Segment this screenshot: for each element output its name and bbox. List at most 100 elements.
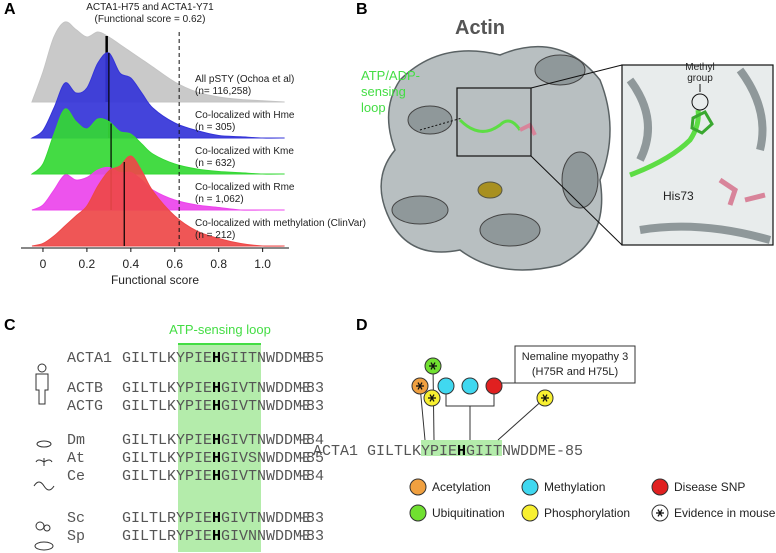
sequence-end: -84 <box>297 468 324 485</box>
inset <box>621 64 774 246</box>
series-name: Co-localized with Hme <box>195 110 295 121</box>
series-count: (n= 116,258) <box>195 86 251 97</box>
sequence-end: -85 <box>556 443 583 460</box>
stem <box>497 397 546 441</box>
residues: H <box>212 450 221 467</box>
ptm-sequence: ACTA1 GILTLKYPIEHGIITNWDDME -85 <box>313 443 583 460</box>
note-box <box>514 345 636 384</box>
sequence: GILTLKYPIEHGIITNWDDME <box>367 443 556 460</box>
sequence-name: Sc <box>67 510 85 527</box>
site <box>437 377 455 395</box>
yeast-icon <box>35 521 45 531</box>
legend-swatch <box>521 504 539 522</box>
residues: H <box>212 510 221 527</box>
disease-note: (H75R and H75L) <box>532 366 618 378</box>
sequence: GILTLRYPIEHGIVTNWDDME <box>122 510 311 527</box>
legend-swatch <box>651 478 669 496</box>
helix <box>407 105 453 135</box>
mouse-star <box>430 362 436 370</box>
residues: GILTLKYPIE <box>122 450 212 467</box>
x-tick-label: 1.0 <box>254 257 271 271</box>
series-count: (n = 632) <box>195 158 235 169</box>
sequence: GILTLKYPIEHGIVTNWDDME <box>122 380 311 397</box>
zoom-line <box>530 64 623 89</box>
legend-label: Methylation <box>544 480 605 494</box>
human-icon <box>37 363 47 373</box>
sequence-end: -83 <box>297 510 324 527</box>
zoom-line <box>530 155 623 246</box>
legend-label: Ubiquitination <box>432 506 505 520</box>
human-icon <box>35 373 49 405</box>
sequence-name: ACTB <box>67 380 103 397</box>
sequence: GILTLKYPIEHGIITNWDDME <box>122 350 311 367</box>
residues: GIVTNWDDME <box>221 468 311 485</box>
series-name: Co-localized with Rme <box>195 182 295 193</box>
x-axis-label: Functional score <box>111 273 199 287</box>
annotation: ACTA1-H75 and ACTA1-Y71 <box>86 2 214 13</box>
series-count: (n = 1,062) <box>195 194 244 205</box>
ridge <box>31 155 285 247</box>
nucleotide <box>519 122 537 136</box>
residues: GILTLKYPIE <box>367 443 457 460</box>
inset-loop <box>629 109 701 178</box>
series-name: Co-localized with Kme <box>195 146 294 157</box>
panel-label: D <box>356 317 368 334</box>
residue-label: His73 <box>663 189 694 203</box>
residues: GILTLKYPIE <box>122 398 212 415</box>
loop-label: ATP/ADP- <box>361 68 420 83</box>
mouse-star <box>541 394 549 402</box>
sequence: GILTLKYPIEHGIVTNWDDME <box>122 432 311 449</box>
helix <box>561 151 599 209</box>
residues: GILTLRYPIE <box>122 528 212 545</box>
yeast-icon <box>43 524 51 532</box>
mouse-star <box>429 362 437 370</box>
inset-ribbon <box>626 67 772 244</box>
residues: GIVTNWDDME <box>221 510 311 527</box>
residues: GILTLKYPIE <box>122 468 212 485</box>
mouse-star <box>657 509 663 517</box>
residues: GIVTNWDDME <box>221 432 311 449</box>
residues: GIVTNWDDME <box>221 380 311 397</box>
series-count: (n = 305) <box>195 122 235 133</box>
panel-label: C <box>4 317 16 334</box>
legend-label: Evidence in mouse <box>674 506 776 520</box>
sequence-name: Dm <box>67 432 85 449</box>
sequence: GILTLKYPIEHGIVTNWDDME <box>122 398 311 415</box>
residues: GIVNNWDDME <box>221 528 311 545</box>
residues: GIITNWDDME <box>221 350 311 367</box>
sequence-end: -83 <box>297 380 324 397</box>
site <box>485 377 503 395</box>
sequence-name: Ce <box>67 468 85 485</box>
residues: H <box>212 468 221 485</box>
disease-note: Nemaline myopathy 3 <box>522 351 628 363</box>
ligand <box>477 181 503 199</box>
residues: GIVTNWDDME <box>221 398 311 415</box>
legend-swatch <box>521 478 539 496</box>
residues: H <box>212 398 221 415</box>
legend-label: Disease SNP <box>674 480 745 494</box>
annotation: (Functional score = 0.62) <box>95 14 206 25</box>
residues: GILTLKYPIE <box>122 380 212 397</box>
sequence-end: -83 <box>297 528 324 545</box>
sequence-end: -85 <box>297 450 324 467</box>
x-tick-label: 0.8 <box>210 257 227 271</box>
methyl-label: Methyl <box>685 62 714 73</box>
residues: H <box>212 528 221 545</box>
sequence-name: ACTG <box>67 398 103 415</box>
helix <box>391 195 449 225</box>
ridge <box>30 52 285 139</box>
legend-label: Acetylation <box>432 480 491 494</box>
residues: GILTLKYPIE <box>122 432 212 449</box>
mouse-star <box>428 394 436 402</box>
mouse-star <box>417 382 423 390</box>
legend-swatch <box>409 504 427 522</box>
panel-label: A <box>4 1 16 18</box>
mouse-star <box>542 394 548 402</box>
protein-structure <box>380 45 774 271</box>
imidazole <box>690 110 714 135</box>
ridge <box>30 108 285 175</box>
mouse-star <box>656 509 664 517</box>
methyl-label: group <box>687 73 713 84</box>
inset-nucleotide <box>718 177 766 206</box>
